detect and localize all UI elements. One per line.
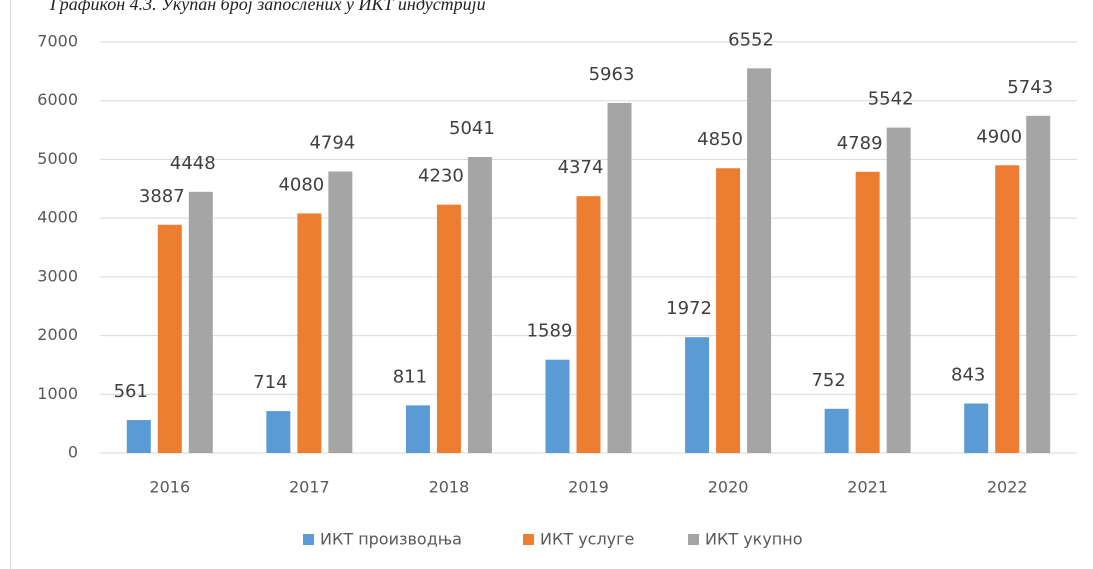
bar [576, 196, 601, 453]
bar [747, 68, 772, 453]
bar [328, 171, 353, 453]
data-label: 1589 [527, 321, 573, 342]
y-tick-label: 7000 [37, 32, 78, 51]
y-tick-label: 3000 [37, 266, 78, 285]
legend-swatch [303, 534, 314, 545]
data-label: 3887 [139, 186, 185, 207]
bar [824, 408, 849, 453]
bar [716, 168, 741, 453]
data-label: 4448 [170, 153, 216, 174]
data-label: 6552 [728, 29, 774, 50]
data-label: 5963 [589, 64, 635, 85]
bar [297, 213, 322, 453]
data-label: 1972 [666, 298, 712, 319]
data-label: 714 [253, 372, 287, 393]
x-tick-label: 2020 [708, 478, 749, 497]
data-label: 4850 [697, 129, 743, 150]
bar [1026, 115, 1051, 453]
data-label: 4794 [309, 133, 355, 154]
data-label: 752 [811, 370, 845, 391]
data-label: 5542 [868, 89, 914, 110]
legend-swatch [523, 534, 534, 545]
bar [855, 171, 880, 453]
y-tick-label: 6000 [37, 90, 78, 109]
bar [685, 337, 710, 453]
legend-swatch [688, 534, 699, 545]
chart-title: Графикон 4.3. Укупан број запослених у И… [49, 0, 486, 14]
bar [436, 204, 461, 453]
x-tick-label: 2016 [149, 478, 190, 497]
data-label: 4789 [837, 133, 883, 154]
y-tick-label: 1000 [37, 384, 78, 403]
bar [467, 157, 492, 453]
data-label: 811 [393, 366, 427, 387]
y-tick-label: 0 [68, 443, 78, 462]
x-tick-label: 2021 [847, 478, 888, 497]
bar [607, 102, 632, 453]
data-label: 5041 [449, 118, 495, 139]
bar [545, 359, 570, 453]
bar [964, 403, 989, 453]
y-tick-label: 2000 [37, 325, 78, 344]
bar [266, 411, 291, 453]
bar [405, 405, 430, 453]
data-label: 4080 [278, 174, 324, 195]
data-label: 5743 [1007, 77, 1053, 98]
data-label: 561 [114, 381, 148, 402]
y-tick-label: 5000 [37, 149, 78, 168]
bar [995, 165, 1020, 454]
bar [188, 191, 213, 453]
bar [126, 420, 151, 453]
x-tick-label: 2018 [429, 478, 470, 497]
x-tick-label: 2022 [987, 478, 1028, 497]
data-label: 4900 [976, 126, 1022, 147]
bar [886, 127, 911, 453]
data-label: 4230 [418, 166, 464, 187]
legend-label: ИКТ услуге [540, 530, 634, 549]
bar [157, 224, 182, 453]
data-label: 843 [951, 365, 985, 386]
legend-label: ИКТ укупно [705, 530, 803, 549]
data-label: 4374 [558, 157, 604, 178]
x-tick-label: 2019 [568, 478, 609, 497]
y-tick-label: 4000 [37, 208, 78, 227]
x-tick-label: 2017 [289, 478, 330, 497]
chart-frame [10, 0, 11, 569]
legend-label: ИКТ производња [320, 530, 462, 549]
